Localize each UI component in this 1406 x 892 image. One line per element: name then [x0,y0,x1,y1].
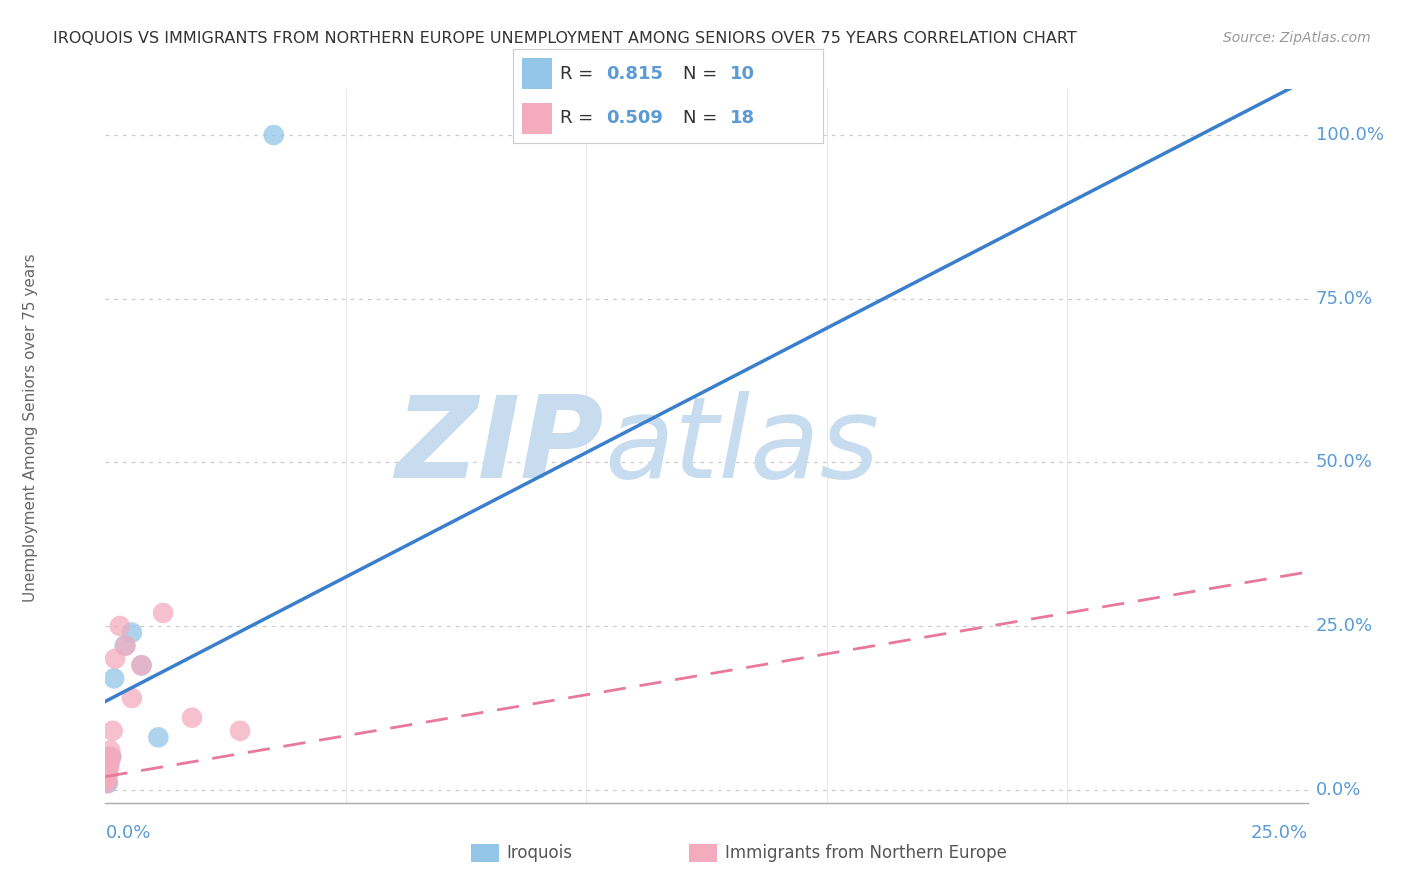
Point [103,672,125,686]
Point [131,658,153,673]
Text: 18: 18 [730,110,755,128]
Point [104,652,127,666]
Point [98,760,121,774]
Point [108,619,131,633]
Text: 75.0%: 75.0% [1316,290,1374,308]
Text: Iroquois: Iroquois [506,844,572,862]
Text: N =: N = [683,65,723,83]
Point [96,776,118,790]
FancyBboxPatch shape [523,103,551,135]
Text: 25.0%: 25.0% [1316,617,1374,635]
Text: R =: R = [560,65,599,83]
Point [181,711,204,725]
Text: Unemployment Among Seniors over 75 years: Unemployment Among Seniors over 75 years [24,254,38,602]
Point [148,731,170,745]
Text: N =: N = [683,110,723,128]
Point [97,756,120,771]
Text: 50.0%: 50.0% [1316,453,1372,471]
Text: Immigrants from Northern Europe: Immigrants from Northern Europe [725,844,1007,862]
Point [97,750,120,764]
Point [114,639,136,653]
Point [96,772,118,787]
Text: ZIP: ZIP [396,391,605,501]
Text: 25.0%: 25.0% [1250,824,1308,842]
Point [98,756,121,771]
Point [97,763,120,777]
Text: 0.815: 0.815 [606,65,664,83]
Point [97,776,120,790]
Text: R =: R = [560,110,599,128]
Point [121,691,143,706]
Text: 0.0%: 0.0% [1316,780,1361,798]
Text: 0.0%: 0.0% [105,824,150,842]
Point [96,770,118,784]
Point [100,750,122,764]
Point [114,639,136,653]
Point [121,625,143,640]
Text: 100.0%: 100.0% [1316,126,1384,144]
Text: atlas: atlas [605,391,880,501]
Text: 10: 10 [730,65,755,83]
Text: IROQUOIS VS IMMIGRANTS FROM NORTHERN EUROPE UNEMPLOYMENT AMONG SENIORS OVER 75 Y: IROQUOIS VS IMMIGRANTS FROM NORTHERN EUR… [53,31,1077,46]
Point [97,766,120,780]
Point [131,658,153,673]
Text: 0.509: 0.509 [606,110,662,128]
Point [101,723,124,738]
Point [263,128,285,142]
Point [229,723,252,738]
Point [100,750,122,764]
Text: Source: ZipAtlas.com: Source: ZipAtlas.com [1223,31,1371,45]
FancyBboxPatch shape [523,59,551,89]
Point [98,743,121,757]
Point [152,606,174,620]
